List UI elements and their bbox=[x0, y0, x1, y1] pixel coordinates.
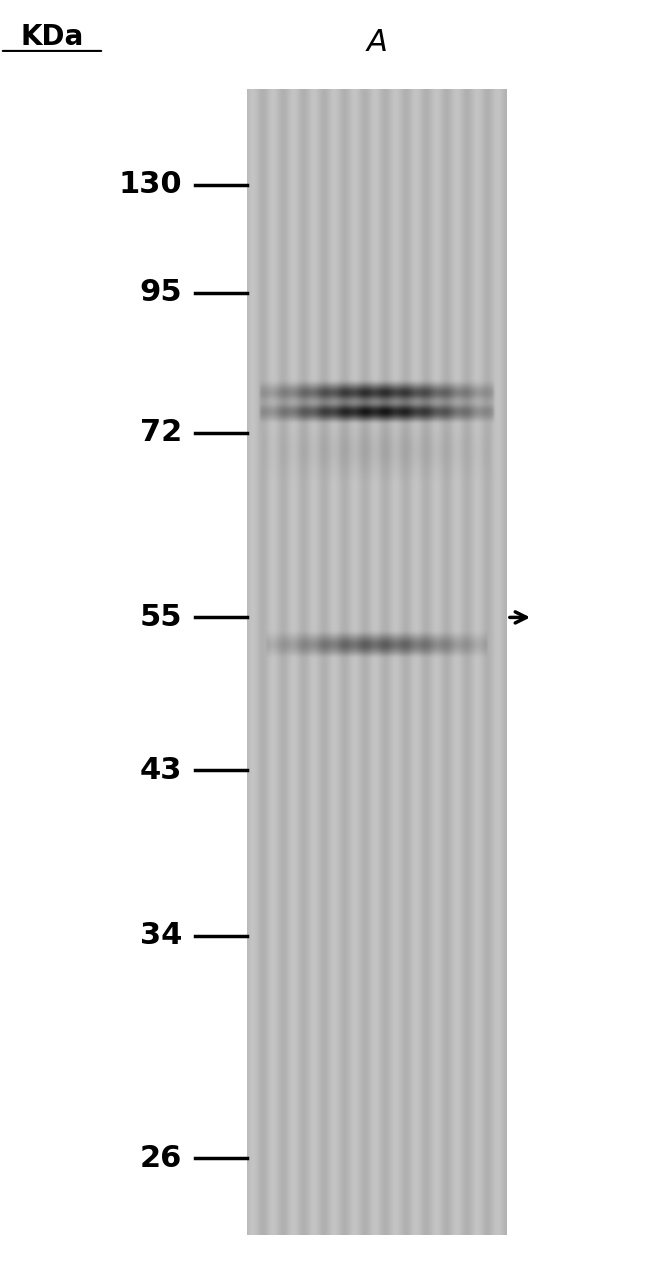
Text: A: A bbox=[367, 28, 387, 57]
Text: KDa: KDa bbox=[20, 23, 84, 51]
Text: 130: 130 bbox=[118, 171, 182, 199]
Text: 43: 43 bbox=[140, 756, 182, 784]
Text: 26: 26 bbox=[140, 1144, 182, 1172]
Text: 55: 55 bbox=[140, 603, 182, 631]
Text: 34: 34 bbox=[140, 922, 182, 950]
Text: 72: 72 bbox=[140, 419, 182, 447]
Text: 95: 95 bbox=[139, 279, 182, 307]
